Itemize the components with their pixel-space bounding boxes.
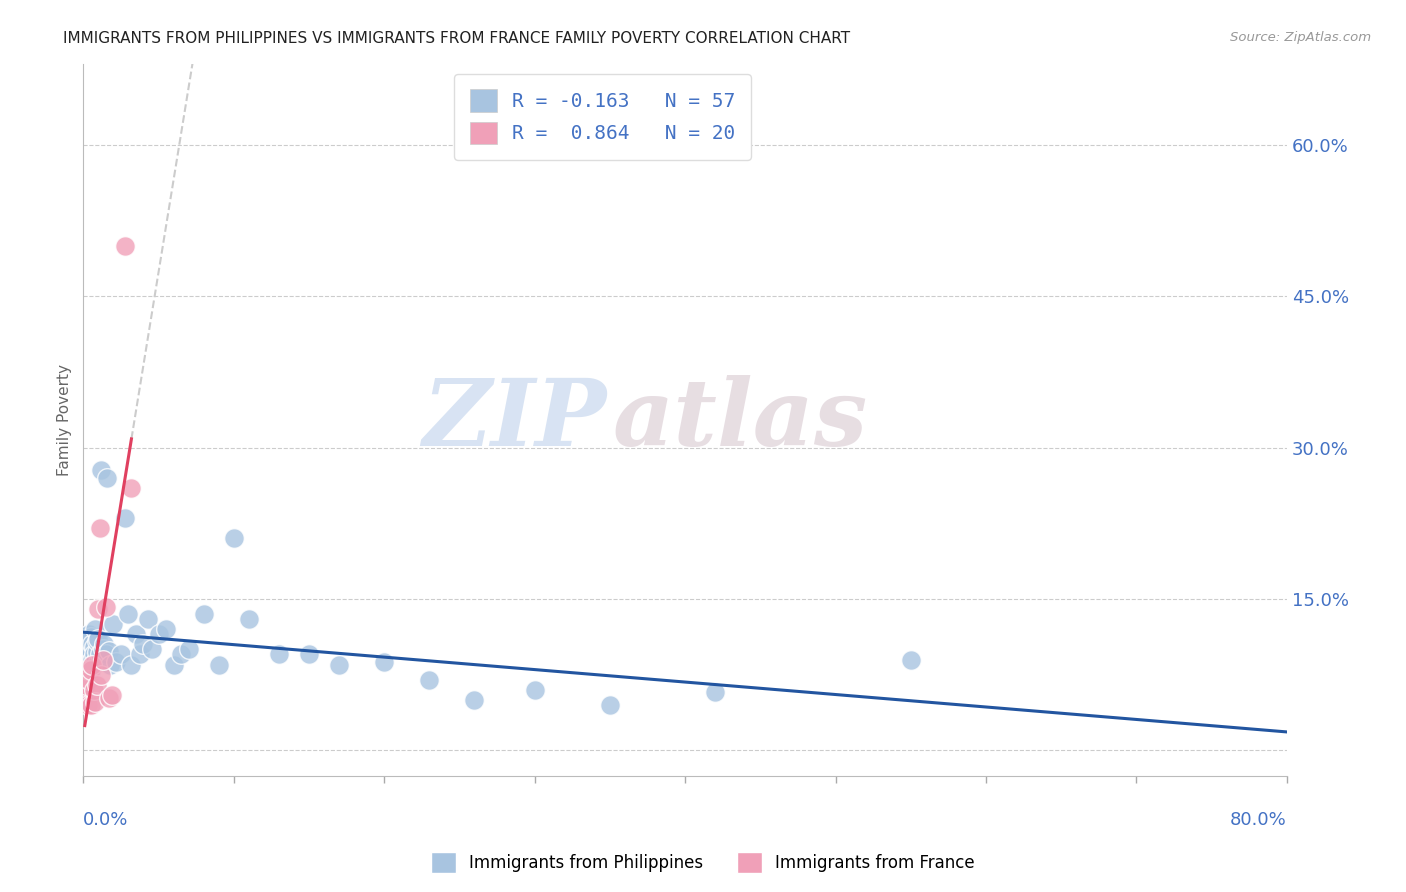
Point bbox=[76, 642, 98, 657]
Point bbox=[94, 648, 117, 662]
Point bbox=[93, 637, 115, 651]
Point bbox=[463, 693, 485, 707]
Point bbox=[117, 607, 139, 621]
Point bbox=[76, 634, 98, 648]
Point bbox=[162, 657, 184, 672]
Point bbox=[222, 532, 245, 546]
Point bbox=[136, 612, 159, 626]
Point bbox=[84, 622, 107, 636]
Point bbox=[91, 642, 114, 657]
Point bbox=[132, 637, 155, 651]
Point bbox=[114, 511, 136, 525]
Text: atlas: atlas bbox=[613, 375, 868, 465]
Point bbox=[193, 607, 215, 621]
Text: ZIP: ZIP bbox=[423, 375, 607, 465]
Point bbox=[83, 648, 105, 662]
Point bbox=[76, 698, 98, 712]
Point bbox=[86, 634, 108, 648]
Point bbox=[114, 238, 136, 252]
Point bbox=[73, 688, 96, 702]
Text: 0.0%: 0.0% bbox=[83, 811, 129, 830]
Point bbox=[97, 644, 120, 658]
Point bbox=[79, 650, 101, 665]
Point bbox=[94, 600, 117, 615]
Point bbox=[96, 471, 118, 485]
Point bbox=[84, 655, 107, 669]
Point bbox=[86, 678, 108, 692]
Point bbox=[101, 688, 124, 702]
Point bbox=[83, 640, 105, 655]
Point bbox=[82, 657, 104, 672]
Point bbox=[87, 632, 110, 647]
Text: IMMIGRANTS FROM PHILIPPINES VS IMMIGRANTS FROM FRANCE FAMILY POVERTY CORRELATION: IMMIGRANTS FROM PHILIPPINES VS IMMIGRANT… bbox=[63, 31, 851, 46]
Point bbox=[155, 622, 177, 636]
Point bbox=[900, 652, 922, 666]
Point bbox=[80, 644, 103, 658]
Point bbox=[73, 637, 96, 651]
Text: Source: ZipAtlas.com: Source: ZipAtlas.com bbox=[1230, 31, 1371, 45]
Point bbox=[120, 657, 142, 672]
Legend: R = -0.163   N = 57, R =  0.864   N = 20: R = -0.163 N = 57, R = 0.864 N = 20 bbox=[454, 74, 751, 160]
Point bbox=[84, 695, 107, 709]
Point bbox=[80, 663, 103, 677]
Point bbox=[120, 481, 142, 495]
Point bbox=[80, 630, 103, 644]
Point bbox=[75, 678, 97, 692]
Point bbox=[208, 657, 231, 672]
Point bbox=[704, 685, 727, 699]
Point bbox=[523, 682, 546, 697]
Point bbox=[373, 655, 395, 669]
Point bbox=[79, 673, 101, 687]
Point bbox=[103, 617, 125, 632]
Point bbox=[98, 657, 121, 672]
Point bbox=[76, 663, 98, 677]
Point bbox=[86, 645, 108, 659]
Point bbox=[90, 667, 112, 681]
Point bbox=[89, 521, 111, 535]
Point bbox=[599, 698, 621, 712]
Y-axis label: Family Poverty: Family Poverty bbox=[58, 364, 72, 475]
Point bbox=[125, 627, 148, 641]
Point bbox=[82, 652, 104, 666]
Point bbox=[83, 682, 105, 697]
Point bbox=[328, 657, 350, 672]
Point bbox=[80, 698, 103, 712]
Point bbox=[79, 627, 101, 641]
Point bbox=[141, 642, 163, 657]
Point bbox=[129, 648, 152, 662]
Point bbox=[148, 627, 170, 641]
Text: 80.0%: 80.0% bbox=[1230, 811, 1286, 830]
Legend: Immigrants from Philippines, Immigrants from France: Immigrants from Philippines, Immigrants … bbox=[425, 846, 981, 880]
Point bbox=[170, 648, 193, 662]
Point bbox=[238, 612, 260, 626]
Point bbox=[298, 648, 321, 662]
Point bbox=[418, 673, 440, 687]
Point bbox=[110, 648, 132, 662]
Point bbox=[75, 632, 97, 647]
Point bbox=[82, 637, 104, 651]
Point bbox=[267, 648, 290, 662]
Point bbox=[87, 602, 110, 616]
Point bbox=[105, 655, 128, 669]
Point bbox=[89, 648, 111, 662]
Point bbox=[87, 655, 110, 669]
Point bbox=[90, 463, 112, 477]
Point bbox=[91, 652, 114, 666]
Point bbox=[177, 642, 200, 657]
Point bbox=[97, 690, 120, 705]
Point bbox=[75, 648, 97, 662]
